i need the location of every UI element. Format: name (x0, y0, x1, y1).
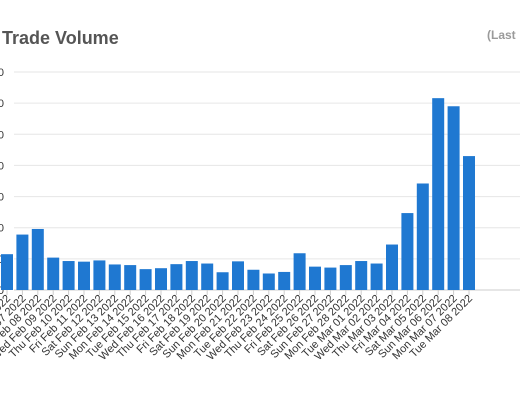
bar[interactable] (355, 261, 368, 290)
bar[interactable] (93, 260, 106, 290)
bar[interactable] (247, 269, 260, 290)
bar[interactable] (201, 263, 214, 290)
bar[interactable] (339, 265, 352, 290)
y-tick-label: 0 (0, 192, 4, 204)
bar[interactable] (155, 268, 167, 290)
bar[interactable] (124, 265, 137, 290)
y-tick-label: 0 (0, 160, 4, 172)
bar[interactable] (47, 257, 60, 290)
bar[interactable] (386, 244, 398, 290)
bar[interactable] (170, 264, 183, 290)
bar[interactable] (31, 228, 44, 290)
bar[interactable] (139, 269, 152, 290)
y-tick-label: 0 (0, 129, 4, 141)
bar[interactable] (278, 271, 291, 290)
bar[interactable] (62, 261, 75, 290)
bar[interactable] (262, 273, 275, 290)
bar[interactable] (108, 264, 121, 290)
bar[interactable] (1, 254, 13, 290)
bar[interactable] (324, 267, 337, 290)
bar[interactable] (401, 213, 414, 290)
y-tick-label: 0 (0, 285, 4, 297)
bar[interactable] (232, 261, 244, 290)
chart-title: Trade Volume (2, 28, 119, 48)
bar[interactable] (216, 272, 229, 290)
bar[interactable] (447, 106, 460, 290)
bar[interactable] (78, 261, 90, 290)
y-tick-label: 0 (0, 98, 4, 110)
bar[interactable] (185, 261, 198, 290)
bar[interactable] (370, 263, 383, 290)
bar[interactable] (16, 234, 29, 290)
y-tick-label: 0 (0, 67, 4, 79)
bar[interactable] (432, 98, 445, 290)
bar[interactable] (309, 266, 321, 290)
bar[interactable] (463, 156, 475, 290)
chart-subtitle: (Last (487, 28, 516, 42)
bar[interactable] (293, 253, 306, 290)
y-tick-label: 0 (0, 223, 4, 235)
bar[interactable] (416, 183, 429, 290)
